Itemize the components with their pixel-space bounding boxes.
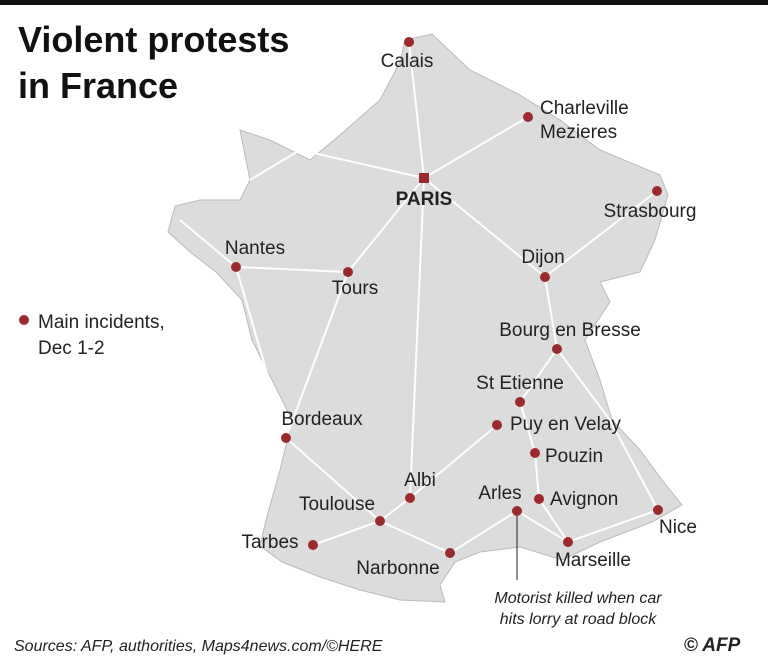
city-dot xyxy=(653,505,663,515)
legend-text: Main incidents, xyxy=(38,312,165,333)
city-label: Avignon xyxy=(550,489,618,510)
title: Violent protests xyxy=(18,19,289,60)
city-dot xyxy=(375,516,385,526)
city-label: Albi xyxy=(404,470,436,491)
city-dot xyxy=(405,493,415,503)
city-dot xyxy=(515,397,525,407)
city-label: Puy en Velay xyxy=(510,414,621,435)
credit: © AFP xyxy=(684,635,741,656)
city-label: Charleville xyxy=(540,98,629,119)
capital-marker xyxy=(419,173,429,183)
city-dot xyxy=(308,540,318,550)
city-label: Tours xyxy=(332,278,378,299)
city-dot xyxy=(652,186,662,196)
annotation: hits lorry at road block xyxy=(500,611,658,628)
city-dot xyxy=(540,272,550,282)
city-dot xyxy=(445,548,455,558)
city-dot xyxy=(231,262,241,272)
city-dot xyxy=(563,537,573,547)
city-label: Pouzin xyxy=(545,446,603,467)
city-label: Toulouse xyxy=(299,494,375,515)
capital-label: PARIS xyxy=(396,189,453,210)
annotation: Motorist killed when car xyxy=(494,590,662,607)
city-dot xyxy=(404,37,414,47)
city-label: Narbonne xyxy=(356,558,439,579)
city-label: Dijon xyxy=(521,247,564,268)
city-label: Arles xyxy=(478,483,521,504)
city-label: Bourg en Bresse xyxy=(499,320,641,341)
city-label: Nice xyxy=(659,517,697,538)
top-bar xyxy=(0,0,768,5)
city-label: Tarbes xyxy=(241,532,298,553)
city-label: Strasbourg xyxy=(604,201,697,222)
legend-dot xyxy=(19,315,29,325)
city-dot xyxy=(534,494,544,504)
city-label: St Etienne xyxy=(476,373,564,394)
title: in France xyxy=(18,65,178,106)
city-dot xyxy=(343,267,353,277)
city-dot xyxy=(523,112,533,122)
sources: Sources: AFP, authorities, Maps4news.com… xyxy=(14,638,383,655)
city-dot xyxy=(530,448,540,458)
france-outline xyxy=(167,33,683,603)
city-label: Mezieres xyxy=(540,122,617,143)
city-label: Marseille xyxy=(555,550,631,571)
city-dot xyxy=(492,420,502,430)
city-dot xyxy=(281,433,291,443)
city-label: Bordeaux xyxy=(281,409,363,430)
city-dot xyxy=(552,344,562,354)
city-label: Nantes xyxy=(225,238,285,259)
city-label: Calais xyxy=(381,51,434,72)
city-dot xyxy=(512,506,522,516)
legend-text: Dec 1-2 xyxy=(38,338,105,359)
